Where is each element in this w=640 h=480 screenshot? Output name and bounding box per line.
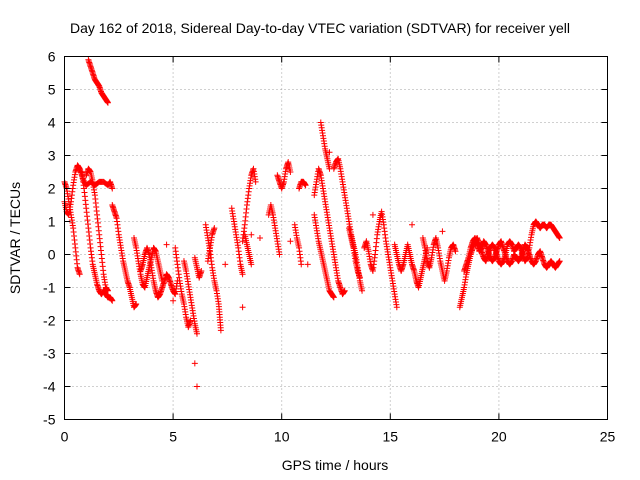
y-tick-label: 0 xyxy=(48,247,56,263)
data-point xyxy=(298,261,305,268)
data-point xyxy=(193,330,200,337)
data-point xyxy=(439,228,446,235)
data-point xyxy=(109,185,116,192)
y-tick-label: 3 xyxy=(48,148,56,164)
x-tick-label: 10 xyxy=(274,429,290,445)
data-point xyxy=(256,235,263,241)
data-point xyxy=(326,149,333,156)
x-axis-ticks: 0 5 10 15 20 25 xyxy=(61,56,616,445)
y-tick-label: -1 xyxy=(43,280,56,296)
x-tick-label: 20 xyxy=(491,429,507,445)
data-point xyxy=(356,274,363,281)
y-tick-label: -3 xyxy=(43,346,56,362)
data-point xyxy=(170,297,177,304)
data-point xyxy=(452,248,459,255)
grid-lines xyxy=(64,56,608,420)
data-point xyxy=(393,304,400,311)
data-point xyxy=(133,301,140,307)
y-axis-label: SDTVAR / TECUs xyxy=(7,182,23,294)
y-tick-label: 2 xyxy=(48,181,56,197)
data-point xyxy=(276,251,283,258)
x-tick-label: 25 xyxy=(600,429,616,445)
data-point xyxy=(239,304,246,311)
y-tick-label: 4 xyxy=(48,115,56,131)
y-tick-label: -2 xyxy=(43,313,56,329)
data-point xyxy=(104,287,111,294)
y-axis-ticks: -5 -4 -3 -2 -1 0 1 2 3 4 5 6 xyxy=(43,49,608,428)
data-point xyxy=(104,99,111,106)
x-tick-label: 0 xyxy=(61,429,69,445)
data-point xyxy=(556,235,563,241)
data-point xyxy=(76,271,83,278)
data-point xyxy=(369,211,376,218)
data-point xyxy=(211,225,218,232)
data-point xyxy=(163,241,170,248)
data-point xyxy=(252,178,259,185)
data-point xyxy=(109,297,116,304)
data-point xyxy=(359,287,366,294)
data-point xyxy=(287,238,294,245)
chart-title: Day 162 of 2018, Sidereal Day-to-day VTE… xyxy=(70,20,570,36)
data-point xyxy=(302,182,309,189)
data-point xyxy=(239,271,246,278)
y-tick-label: -5 xyxy=(43,412,56,428)
data-point xyxy=(198,268,205,274)
data-point xyxy=(304,261,311,268)
data-point xyxy=(409,221,416,228)
data-point xyxy=(341,287,348,294)
data-point xyxy=(222,261,229,268)
data-point xyxy=(330,294,337,301)
y-tick-label: 1 xyxy=(48,214,56,230)
y-tick-label: -4 xyxy=(43,379,56,395)
x-tick-label: 15 xyxy=(383,429,399,445)
data-point xyxy=(191,360,198,367)
y-tick-label: 5 xyxy=(48,82,56,98)
data-point xyxy=(248,261,255,268)
data-point xyxy=(556,258,563,265)
plot-area-frame xyxy=(64,56,608,420)
x-tick-label: 5 xyxy=(169,429,177,445)
data-point xyxy=(248,231,255,238)
data-point xyxy=(217,327,224,334)
y-tick-label: 6 xyxy=(48,49,56,65)
data-points xyxy=(61,56,563,390)
x-axis-label: GPS time / hours xyxy=(282,457,389,473)
data-point xyxy=(287,169,294,175)
data-point xyxy=(187,317,194,324)
data-point xyxy=(193,383,200,390)
